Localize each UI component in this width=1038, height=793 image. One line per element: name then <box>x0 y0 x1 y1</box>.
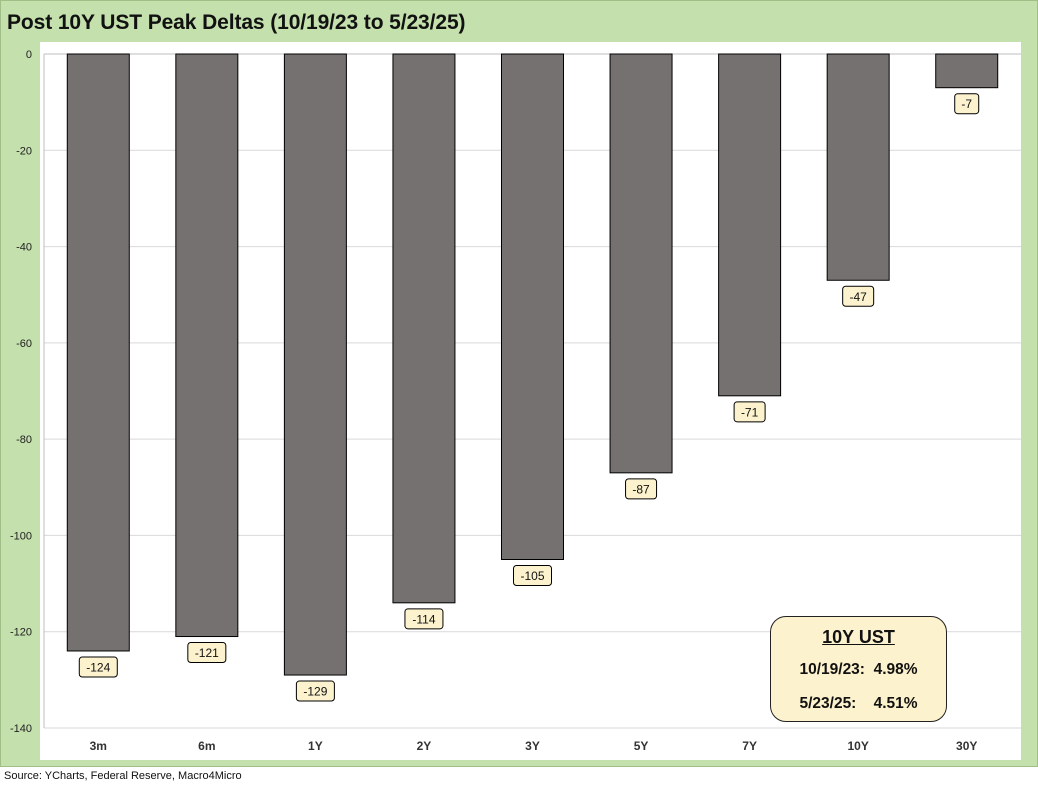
x-tick-label: 1Y <box>308 739 323 753</box>
data-label-box <box>625 478 658 500</box>
x-tick-label: 3Y <box>525 739 540 753</box>
data-label-box <box>404 608 444 630</box>
x-tick-label: 6m <box>198 739 215 753</box>
data-label-box <box>842 285 875 307</box>
x-tick-label: 7Y <box>742 739 757 753</box>
x-tick-label: 30Y <box>956 739 977 753</box>
bar-3m <box>66 53 130 652</box>
info-box-10y-ust: 10Y UST 10/19/23: 4.98% 5/23/25: 4.51% <box>770 616 947 722</box>
x-tick-label: 3m <box>90 739 107 753</box>
y-tick-label: -80 <box>16 434 32 446</box>
info-box-title: 10Y UST <box>822 627 895 647</box>
info-box-row-end: 5/23/25: 4.51% <box>799 695 918 712</box>
data-label-box <box>187 642 227 664</box>
y-tick-label: -120 <box>10 627 32 639</box>
data-label: -124 <box>86 660 110 674</box>
data-label: -121 <box>195 646 219 660</box>
x-tick-label: 10Y <box>847 739 868 753</box>
bar-30Y <box>935 53 999 89</box>
data-label-box <box>78 656 118 678</box>
info-box-row-start: 10/19/23: 4.98% <box>799 661 918 678</box>
source-note: Source: YCharts, Federal Reserve, Macro4… <box>4 770 242 782</box>
bar-2Y <box>392 53 456 604</box>
data-label: -114 <box>412 612 435 626</box>
y-tick-label: 0 <box>26 49 32 61</box>
bar-6m <box>175 53 239 638</box>
data-label-box <box>513 565 552 586</box>
bar-5Y <box>609 53 673 474</box>
y-tick-label: -40 <box>16 242 32 254</box>
chart-title: Post 10Y UST Peak Deltas (10/19/23 to 5/… <box>7 11 466 34</box>
bar-10Y <box>826 53 890 281</box>
data-label-box <box>295 680 335 702</box>
data-label-box <box>733 401 766 423</box>
data-label: -7 <box>961 97 972 111</box>
y-tick-label: -100 <box>10 530 32 542</box>
bar-7Y <box>718 53 782 397</box>
data-label: -71 <box>741 405 759 419</box>
x-tick-label: 2Y <box>417 739 432 753</box>
x-tick-label: 5Y <box>634 739 649 753</box>
bar-3Y <box>501 53 564 560</box>
y-tick-label: -60 <box>16 338 32 350</box>
bar-1Y <box>283 53 347 676</box>
y-tick-label: -140 <box>10 723 32 735</box>
data-label: -47 <box>849 290 867 304</box>
data-label: -129 <box>303 685 327 699</box>
data-label: -87 <box>632 482 650 496</box>
y-tick-label: -20 <box>16 145 32 157</box>
data-label: -105 <box>520 569 544 583</box>
data-label-box <box>954 93 980 115</box>
